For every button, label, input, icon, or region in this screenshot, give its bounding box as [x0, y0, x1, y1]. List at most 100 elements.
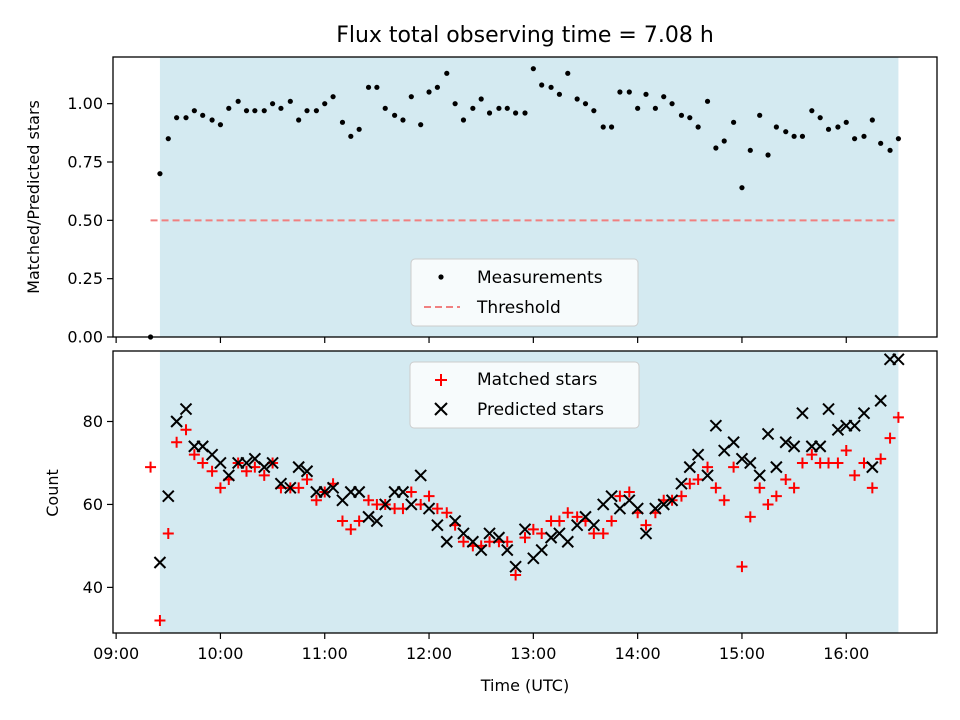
measurements-point [843, 119, 849, 125]
measurements-point [522, 110, 528, 116]
measurements-point [835, 124, 841, 130]
measurements-point [652, 105, 658, 111]
bottom-legend: Matched stars Predicted stars [409, 361, 640, 429]
bottom-data-marks [145, 353, 905, 627]
matched-stars-point [866, 482, 878, 494]
measurements-point [504, 105, 510, 111]
predicted-stars-point [770, 460, 783, 474]
matched-stars-point [301, 474, 313, 486]
matched-stars-point [214, 482, 226, 494]
measurements-point [486, 110, 493, 116]
predicted-stars-point [691, 448, 705, 461]
matched-stars-point [710, 482, 722, 494]
predicted-stars-point [587, 518, 601, 532]
matched-stars-point [684, 478, 696, 490]
legend-matched-marker [435, 374, 447, 386]
predicted-stars-point [709, 419, 723, 432]
matched-stars-point [744, 511, 756, 523]
predicted-stars-point [787, 440, 801, 453]
predicted-stars-point [753, 469, 766, 482]
matched-stars-point [484, 536, 496, 548]
measurements-point [296, 117, 302, 123]
measurements-point [418, 122, 424, 128]
measurements-point [322, 101, 328, 107]
predicted-stars-point [639, 527, 653, 540]
x-tick-label: 15:00 [719, 644, 765, 663]
measurements-point [799, 133, 806, 139]
measurements-point [895, 136, 902, 142]
bottom-y-tick-label: 80 [83, 412, 103, 431]
matched-stars-point [457, 536, 469, 548]
measurements-point [635, 105, 641, 111]
measurements-point [339, 119, 346, 125]
predicted-stars-point [501, 543, 514, 557]
matched-stars-point [336, 515, 348, 527]
measurements-point [200, 112, 206, 118]
matched-stars-point [762, 498, 774, 510]
x-tick-label: 14:00 [615, 644, 661, 663]
measurements-point [235, 98, 241, 104]
x-axis-label: Time (UTC) [480, 676, 569, 695]
matched-stars-point [770, 490, 782, 502]
measurements-point [582, 101, 589, 107]
matched-stars-point [258, 469, 270, 481]
predicted-stars-point [422, 502, 436, 515]
top-y-tick-label: 0.50 [67, 211, 103, 230]
matched-stars-point [553, 515, 565, 527]
matched-stars-point [405, 486, 417, 498]
matched-stars-point [875, 453, 887, 465]
bottom-legend-box [409, 361, 640, 429]
predicted-stars-point [352, 485, 366, 499]
measurements-point [695, 124, 701, 130]
measurements-point [287, 98, 293, 104]
matched-stars-point [597, 527, 609, 539]
matched-stars-point [188, 449, 200, 461]
measurements-point [217, 122, 224, 128]
predicted-stars-point [153, 556, 167, 569]
measurements-point [330, 94, 336, 100]
measurements-point [687, 115, 693, 121]
matched-stars-point [162, 527, 174, 539]
predicted-stars-point [162, 489, 175, 503]
predicted-stars-point [214, 456, 227, 470]
measurements-point [400, 117, 406, 123]
measurements-point [426, 89, 432, 95]
measurements-point [243, 108, 250, 114]
measurements-point [278, 105, 284, 111]
predicted-stars-point [735, 452, 749, 466]
bottom-axes-frame [112, 350, 938, 634]
predicted-stars-point [474, 543, 488, 557]
measurements-point [165, 136, 171, 142]
predicted-stars-point [518, 523, 532, 536]
matched-stars-point [718, 494, 730, 506]
measurements-point [191, 108, 197, 114]
bottom-panel: 40 60 80 09:00 10:00 11:00 12:00 13:00 14:00 15:0… [43, 350, 938, 695]
x-tick-label: 09:00 [93, 644, 139, 663]
measurements-point [861, 133, 867, 139]
measurements-point [608, 124, 615, 130]
predicted-stars-point [509, 560, 522, 573]
measurements-point [626, 89, 632, 95]
matched-stars-point [562, 507, 574, 519]
measurements-point [209, 117, 215, 123]
predicted-stars-point [300, 465, 314, 478]
predicted-stars-point [848, 419, 861, 432]
bottom-ticks: 40 60 80 09:00 10:00 11:00 12:00 13:00 14:00 15:0… [83, 412, 870, 663]
bottom-y-axis-label: Count [43, 469, 62, 517]
measurements-point [869, 117, 875, 123]
matched-stars-point [171, 436, 183, 448]
matched-stars-point [849, 469, 861, 481]
matched-stars-point [441, 507, 453, 519]
measurements-point [757, 112, 763, 118]
matched-stars-point [145, 461, 157, 473]
predicted-stars-point [657, 498, 670, 511]
measurements-point [600, 124, 606, 130]
top-y-tick-label: 0.00 [67, 328, 103, 347]
measurements-point [773, 124, 779, 130]
legend-measurements-label: Measurements [477, 268, 603, 288]
predicted-stars-point [292, 460, 305, 474]
measurements-point [183, 115, 189, 121]
measurements-point [392, 112, 398, 118]
predicted-stars-point [326, 481, 340, 495]
measurements-point [643, 91, 649, 97]
